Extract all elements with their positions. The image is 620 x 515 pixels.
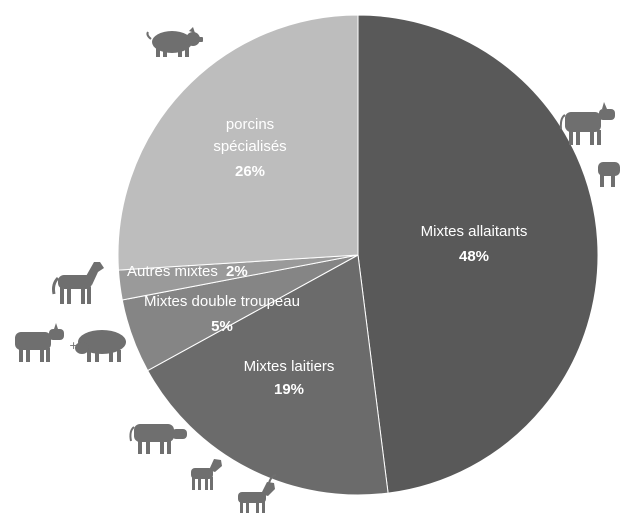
value-mixtes-double-troupeau: 5%	[211, 318, 233, 335]
label-porcins-line1: porcins	[226, 116, 274, 133]
pie-slice-mixtes-allaitants	[357, 14, 599, 494]
cow-and-sheep-icon: +	[15, 323, 126, 362]
label-mixtes-laitiers: Mixtes laitiers	[244, 358, 335, 375]
plus-sign: +	[69, 339, 78, 352]
pie-slice-mixtes-laitiers	[147, 254, 389, 496]
goat-icon	[191, 459, 277, 513]
label-autres-mixtes: Autres mixtes 2%	[127, 263, 248, 280]
pig-icon	[146, 27, 203, 57]
value-mixtes-allaitants: 48%	[459, 248, 489, 265]
label-autres-mixtes-text: Autres mixtes	[127, 263, 218, 280]
dairy-cow-icon	[129, 424, 187, 454]
cow-icon	[559, 102, 620, 187]
label-porcins-line2: spécialisés	[213, 138, 286, 155]
value-mixtes-laitiers: 19%	[274, 381, 304, 398]
value-porcins: 26%	[235, 163, 265, 180]
pie-slices	[117, 14, 599, 496]
horse-icon	[52, 262, 104, 304]
label-mixtes-double-troupeau: Mixtes double troupeau	[144, 293, 300, 310]
value-autres-mixtes: 2%	[226, 263, 248, 280]
pie-slice-porcins-sp-cialis-s	[117, 14, 359, 271]
label-mixtes-allaitants: Mixtes allaitants	[421, 223, 528, 240]
